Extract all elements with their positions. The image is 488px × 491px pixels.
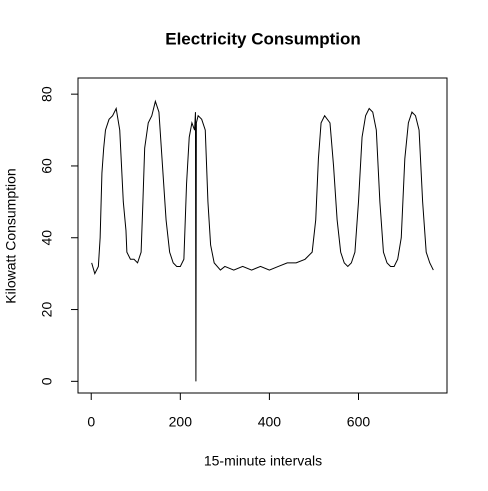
y-axis-label: Kilowatt Consumption (3, 168, 19, 303)
y-tick-label: 20 (39, 302, 55, 318)
y-tick-label: 0 (39, 377, 55, 385)
x-tick-label: 200 (169, 414, 193, 430)
chart-title: Electricity Consumption (165, 29, 361, 48)
x-tick-label: 600 (347, 414, 371, 430)
x-tick-label: 400 (258, 414, 282, 430)
x-axis-label: 15-minute intervals (204, 453, 322, 469)
y-tick-label: 80 (39, 86, 55, 102)
x-tick-label: 0 (87, 414, 95, 430)
series-line (91, 99, 434, 382)
y-tick-label: 60 (39, 158, 55, 174)
plot-box (77, 77, 448, 394)
y-tick-label: 40 (39, 230, 55, 246)
